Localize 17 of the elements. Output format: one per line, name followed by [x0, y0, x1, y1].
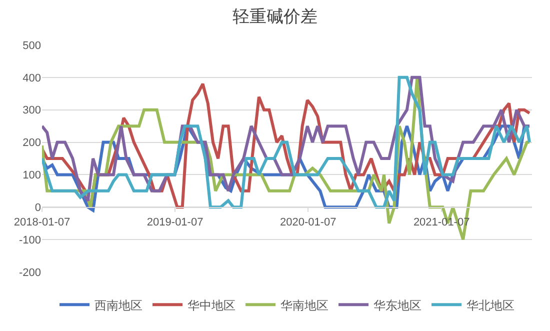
legend-label: 西南地区 — [94, 298, 142, 312]
chart-title: 轻重碱价差 — [232, 6, 318, 26]
x-tick-label: 2018-01-07 — [14, 216, 70, 228]
y-tick-label: 200 — [22, 137, 41, 150]
y-tick-label: 100 — [22, 170, 41, 182]
legend-label: 华东地区 — [374, 298, 422, 312]
legend-label: 华中地区 — [188, 298, 236, 312]
y-tick-label: 300 — [22, 104, 41, 117]
y-tick-label: 0 — [34, 202, 41, 214]
legend-label: 华南地区 — [280, 298, 328, 312]
x-tick-label: 2019-01-07 — [146, 216, 204, 228]
x-tick-label: 2020-01-07 — [280, 216, 336, 228]
y-tick-label: -200 — [18, 266, 41, 279]
legend-label: 华北地区 — [466, 298, 514, 312]
y-tick-label: 400 — [22, 72, 41, 84]
y-tick-label: -100 — [18, 234, 41, 246]
y-tick-label: 500 — [22, 40, 41, 52]
